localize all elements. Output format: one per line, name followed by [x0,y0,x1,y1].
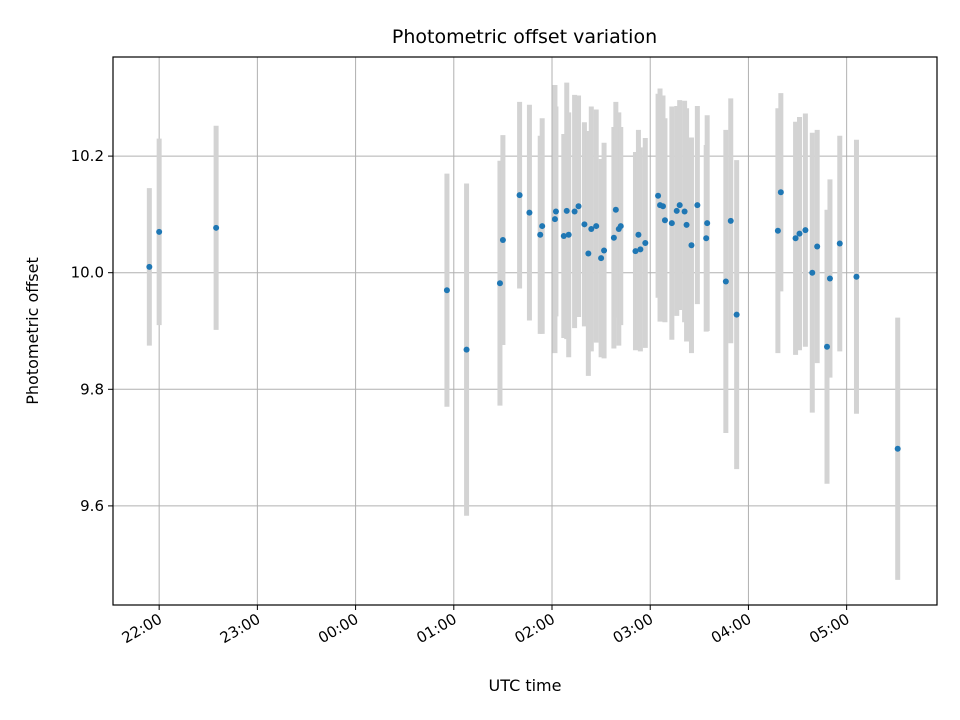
data-point [777,189,784,196]
y-tick-label: 10.0 [71,264,104,282]
y-tick-label: 9.8 [80,380,104,398]
y-axis-title: Photometric offset [23,257,42,405]
data-point [593,223,600,230]
data-point [146,263,153,270]
chart-title: Photometric offset variation [392,26,657,48]
data-point [601,247,608,254]
data-point [598,255,605,262]
data-point [704,220,711,227]
data-point [733,311,740,318]
data-point [539,223,546,230]
data-point [632,248,639,255]
x-axis-title: UTC time [489,676,562,695]
data-point [894,445,901,452]
data-point [575,203,582,210]
data-point [612,206,619,213]
data-point [617,223,624,230]
data-point [792,235,799,242]
data-point [814,243,821,250]
data-point [443,287,450,294]
data-point [156,228,163,235]
data-point [563,207,570,214]
data-point [571,208,578,215]
data-point [526,209,533,216]
data-point [659,203,666,210]
data-point [802,227,809,234]
data-point [681,208,688,215]
data-point [588,225,595,232]
data-point [213,224,220,231]
data-point [774,227,781,234]
y-tick-label: 9.6 [80,497,104,515]
data-point [551,216,558,223]
data-point [853,273,860,280]
data-point [683,221,690,228]
data-point [703,235,710,242]
data-point [836,240,843,247]
data-point [661,217,668,224]
data-point [676,202,683,209]
data-point [826,275,833,282]
data-point [809,269,816,276]
data-point [673,207,680,214]
data-point [637,246,644,253]
plot-frame [112,56,938,606]
data-point [463,346,470,353]
data-point [694,202,701,209]
data-point [581,221,588,228]
data-point [565,231,572,238]
data-point [552,208,559,215]
data-point [727,217,734,224]
data-point [824,343,831,350]
y-tick-label: 10.2 [71,147,104,165]
data-point [560,232,567,239]
data-point [537,231,544,238]
data-point [642,239,649,246]
data-point [496,280,503,287]
y-axis-ticks: 9.6 9.8 10.0 10.2 [71,147,113,515]
data-point [635,231,642,238]
data-point [655,192,662,199]
data-point [668,220,675,227]
data-point [585,250,592,257]
data-point [688,242,695,249]
data-point [516,192,523,199]
data-point [722,278,729,285]
data-point [610,234,617,241]
data-points [146,189,901,452]
data-point [499,237,506,244]
data-point [796,230,803,237]
